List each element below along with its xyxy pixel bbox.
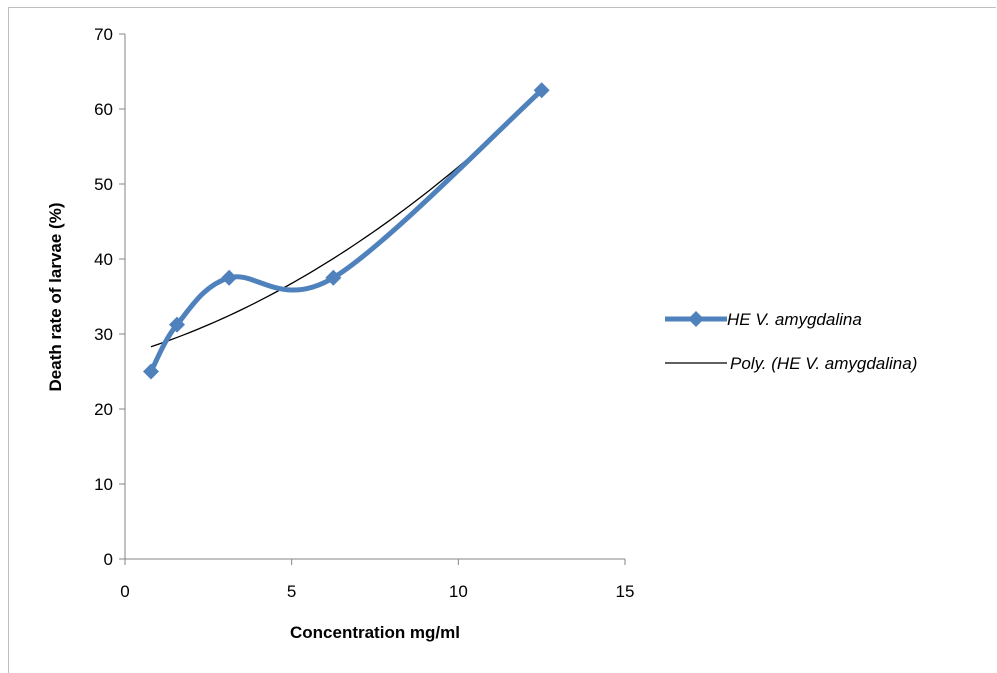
legend-series-marker [688,311,704,327]
x-tick-label: 15 [616,582,635,601]
tick-labels: 0 10 20 30 40 50 60 70 0 5 10 15 [94,25,634,601]
legend-label-trendline: Poly. (HE V. amygdalina) [730,354,917,373]
x-tick-label: 0 [120,582,129,601]
data-point-marker [169,316,185,333]
x-tick-label: 5 [287,582,296,601]
y-tick-label: 60 [94,100,113,119]
axes [119,33,626,565]
y-tick-label: 0 [104,550,113,569]
y-tick-label: 40 [94,250,113,269]
x-axis-title: Concentration mg/ml [290,623,460,642]
legend: HE V. amygdalina Poly. (HE V. amygdalina… [665,310,917,373]
y-tick-label: 30 [94,325,113,344]
y-tick-label: 10 [94,475,113,494]
data-point-marker [221,269,238,286]
chart-frame [8,7,996,673]
series-line-he-v-amygdalina [148,87,545,374]
series-markers [143,82,550,380]
data-point-marker [143,363,159,380]
y-tick-label: 20 [94,400,113,419]
x-tick-label: 10 [449,582,468,601]
legend-label-series: HE V. amygdalina [727,310,862,329]
y-tick-label: 50 [94,175,113,194]
data-point-marker [533,82,550,99]
data-point-marker [325,269,342,286]
y-axis-title: Death rate of larvae (%) [46,203,65,392]
polynomial-trendline [150,91,543,348]
y-tick-label: 70 [94,25,113,44]
